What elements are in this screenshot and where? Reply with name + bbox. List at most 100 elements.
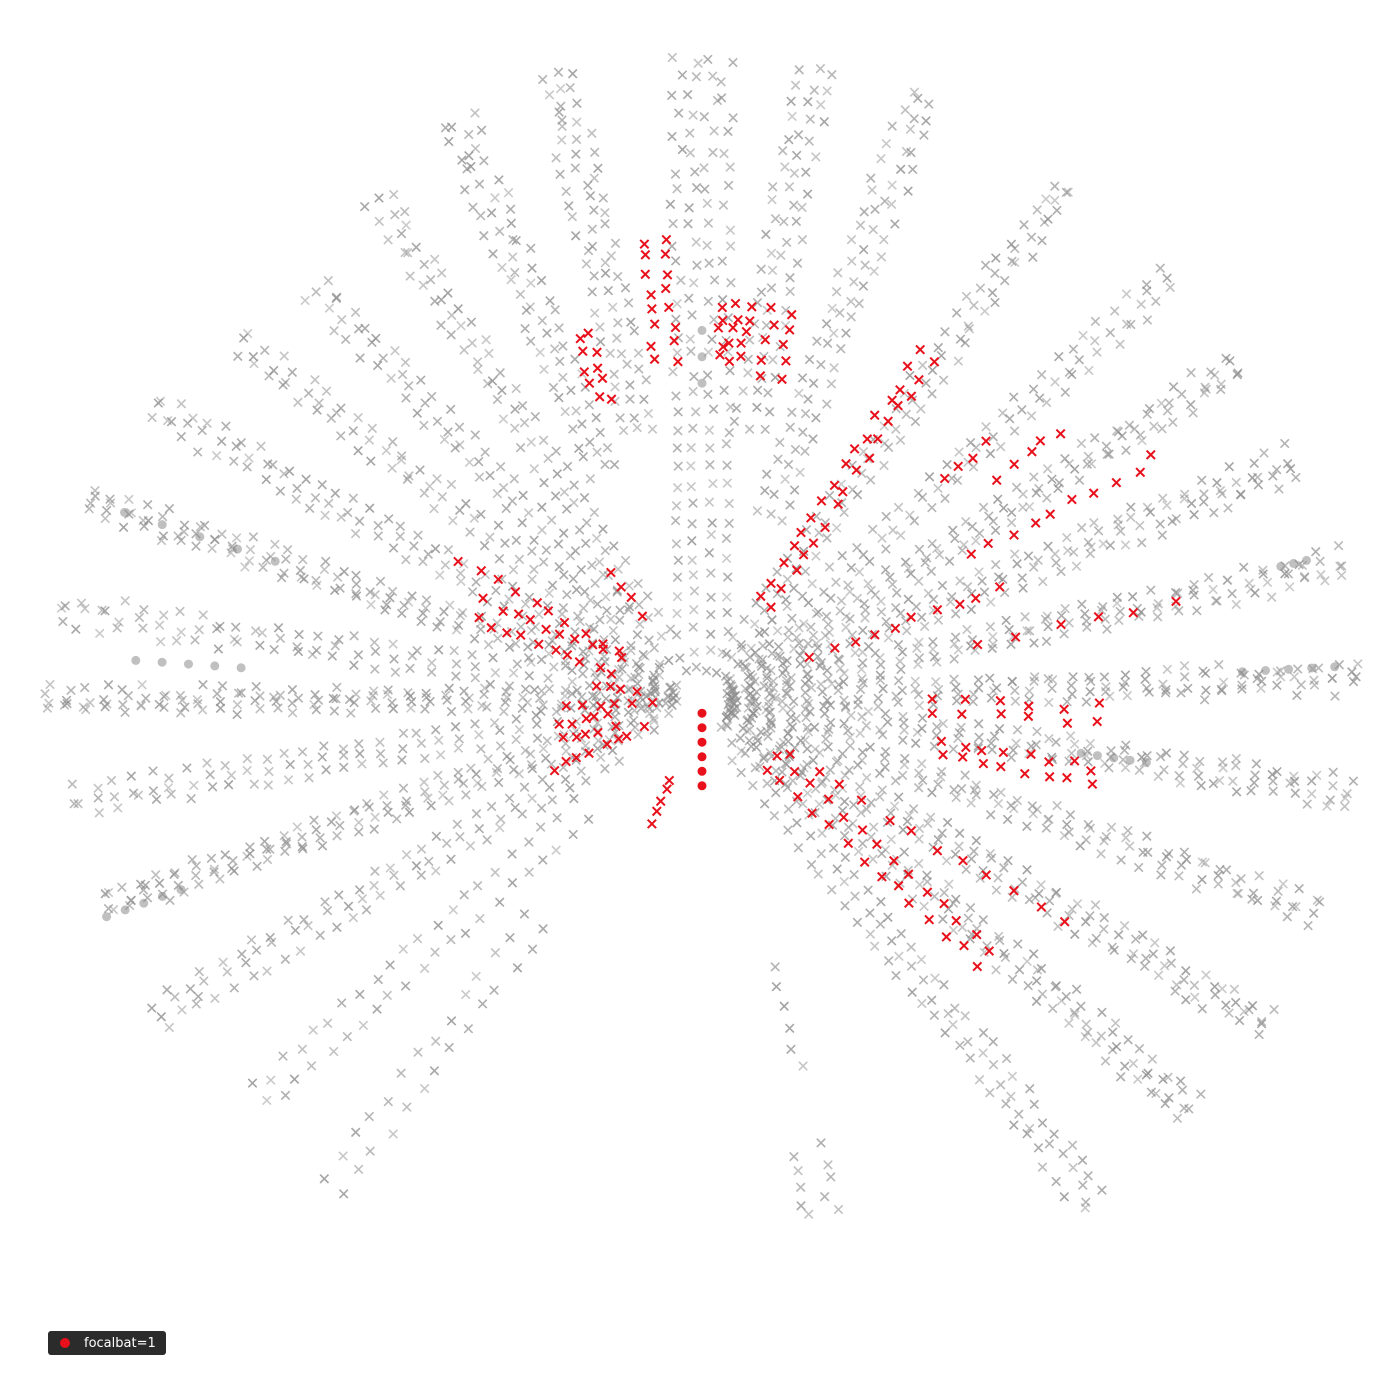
call-point	[750, 676, 760, 687]
call-point	[665, 682, 675, 693]
call-point	[886, 199, 897, 210]
call-point	[1291, 901, 1301, 912]
call-point	[826, 885, 837, 895]
call-point	[583, 245, 594, 256]
call-point	[1175, 778, 1186, 788]
call-point	[489, 718, 500, 728]
call-point	[1042, 464, 1053, 474]
call-point	[1237, 684, 1247, 694]
bat-position	[1261, 666, 1270, 675]
call-point	[577, 419, 587, 429]
focal-call-point	[660, 283, 671, 294]
focal-call-point	[663, 302, 674, 313]
call-point	[1007, 1071, 1018, 1082]
call-point	[814, 747, 825, 758]
call-point	[177, 1005, 187, 1015]
call-point	[1256, 676, 1267, 687]
call-point	[988, 789, 999, 800]
call-point	[1036, 880, 1046, 890]
call-point	[374, 193, 384, 203]
call-point	[1348, 776, 1359, 786]
call-point	[728, 113, 738, 123]
call-point	[806, 622, 816, 632]
call-point	[536, 275, 547, 286]
call-point	[449, 645, 459, 656]
focal-call-point	[646, 818, 657, 829]
call-point	[565, 783, 575, 793]
call-point	[379, 790, 389, 800]
call-point	[1121, 445, 1131, 456]
call-point	[620, 555, 631, 566]
call-point	[639, 394, 649, 405]
focal-call-point	[1069, 755, 1080, 766]
call-point	[1181, 995, 1191, 1005]
call-point	[759, 605, 770, 616]
call-point	[220, 850, 230, 860]
focal-call-point	[613, 733, 624, 744]
call-point	[914, 834, 924, 844]
call-point	[609, 459, 620, 470]
call-point	[930, 973, 940, 983]
call-point	[668, 366, 678, 377]
call-point	[922, 870, 932, 881]
call-point	[558, 341, 568, 351]
call-point	[1342, 788, 1352, 799]
call-point	[304, 773, 314, 783]
call-point	[1158, 679, 1168, 689]
call-point	[389, 654, 399, 664]
call-point	[855, 220, 866, 230]
call-point	[705, 460, 715, 470]
call-point	[400, 981, 411, 991]
call-point	[821, 319, 832, 329]
call-point	[250, 695, 260, 706]
call-point	[684, 203, 694, 213]
call-point	[822, 533, 832, 543]
call-point	[927, 502, 937, 513]
call-point	[909, 87, 920, 97]
call-point	[825, 765, 836, 775]
call-point	[580, 538, 591, 549]
call-point	[584, 646, 594, 656]
call-point	[898, 711, 908, 722]
call-point	[401, 220, 411, 230]
call-point	[287, 707, 298, 718]
call-point	[529, 535, 539, 545]
call-point	[929, 1010, 940, 1021]
call-point	[1249, 458, 1259, 469]
focal-call-point	[713, 322, 724, 333]
call-point	[236, 437, 247, 448]
call-point	[769, 489, 779, 500]
call-point	[134, 612, 145, 623]
call-point	[966, 854, 977, 864]
call-point	[901, 409, 912, 420]
call-point	[895, 164, 906, 175]
call-point	[1032, 205, 1042, 215]
call-point	[290, 925, 301, 936]
call-point	[827, 679, 837, 689]
focal-call-point	[1026, 749, 1036, 760]
call-point	[1296, 680, 1306, 690]
call-point	[1336, 570, 1347, 581]
call-point	[391, 814, 402, 824]
call-point	[1325, 795, 1336, 805]
call-point	[1336, 561, 1347, 571]
call-point	[175, 708, 186, 718]
call-point	[388, 1129, 398, 1139]
call-point	[620, 283, 631, 293]
focal-call-point	[592, 347, 602, 358]
focal-call-point	[662, 269, 673, 280]
call-point	[336, 998, 347, 1008]
call-point	[430, 947, 440, 957]
call-point	[826, 379, 837, 389]
call-point	[378, 758, 388, 768]
call-point	[768, 676, 779, 686]
call-point	[944, 556, 955, 566]
call-point	[832, 864, 842, 874]
call-point	[1132, 1074, 1143, 1084]
focal-call-point	[929, 356, 940, 367]
call-point	[1034, 393, 1045, 403]
call-point	[524, 837, 534, 847]
focal-call-point	[805, 512, 816, 523]
call-point	[1199, 695, 1210, 705]
call-point	[311, 704, 322, 715]
